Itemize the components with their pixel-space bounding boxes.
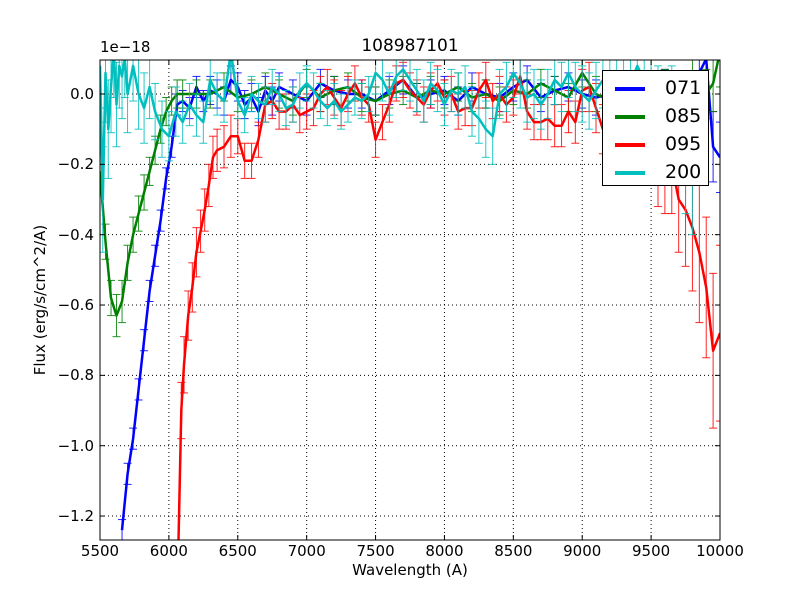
legend-label: 071 xyxy=(665,77,702,99)
legend-item-085: 085 xyxy=(603,103,708,131)
legend-swatch-icon xyxy=(615,171,645,175)
axes-frame xyxy=(99,59,721,541)
x-tick-label: 9000 xyxy=(563,542,602,560)
legend-label: 095 xyxy=(665,133,702,155)
y-axis-label: Flux (erg/s/cm^2/A) xyxy=(31,224,49,376)
legend-swatch-icon xyxy=(615,143,645,147)
x-tick-label: 6000 xyxy=(149,542,188,560)
legend-label: 085 xyxy=(665,105,702,127)
x-axis-label: Wavelength (A) xyxy=(352,561,468,579)
series-200 xyxy=(100,60,697,253)
y-tick-label: −1.2 xyxy=(57,507,94,526)
x-tick-label: 10000 xyxy=(696,542,744,560)
legend-item-095: 095 xyxy=(603,131,708,159)
x-tick-label: 5500 xyxy=(80,542,120,560)
y-tick-label: 0.0 xyxy=(70,85,94,103)
x-tick-label: 9500 xyxy=(632,542,671,560)
legend-swatch-icon xyxy=(615,115,645,119)
y-tick-label: −0.4 xyxy=(57,225,94,244)
x-tick-label: 8000 xyxy=(425,542,464,560)
x-tick-label: 7500 xyxy=(356,542,395,560)
y-tick-label: −0.6 xyxy=(57,296,94,315)
chart-title: 108987101 xyxy=(361,36,459,56)
legend-item-071: 071 xyxy=(603,75,708,103)
y-tick-label: −0.2 xyxy=(57,155,94,174)
legend-label: 200 xyxy=(665,161,702,183)
y-tick-label: −1.0 xyxy=(57,436,94,455)
y-offset-label: 1e−18 xyxy=(100,38,151,56)
legend: 071 085 095 200 xyxy=(602,70,709,186)
legend-item-200: 200 xyxy=(603,159,708,187)
legend-swatch-icon xyxy=(615,87,645,91)
x-tick-label: 8500 xyxy=(494,542,533,560)
x-tick-label: 6500 xyxy=(218,542,257,560)
x-tick-label: 7000 xyxy=(287,542,326,560)
y-tick-label: −0.8 xyxy=(57,366,94,385)
